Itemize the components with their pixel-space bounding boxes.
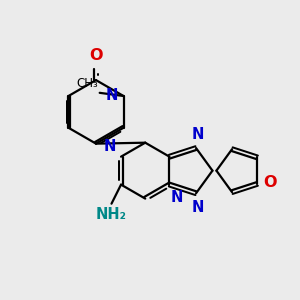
Text: NH₂: NH₂ (96, 208, 127, 223)
Text: O: O (263, 175, 277, 190)
Text: N: N (105, 88, 118, 104)
Text: CH₃: CH₃ (76, 77, 98, 90)
Text: N: N (191, 127, 204, 142)
Text: O: O (89, 48, 103, 63)
Text: N: N (191, 200, 204, 214)
Text: N: N (104, 139, 116, 154)
Text: N: N (171, 190, 183, 205)
